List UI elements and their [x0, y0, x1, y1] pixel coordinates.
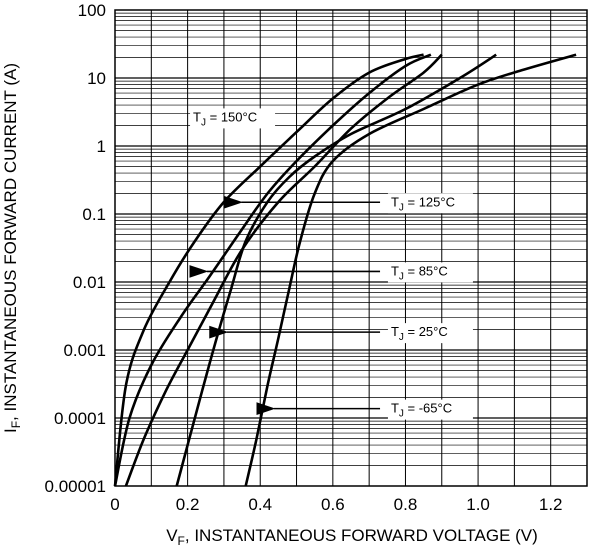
- y-tick-label: 1: [97, 137, 106, 156]
- annotation-label-main: T: [391, 324, 399, 339]
- annotation-tj25: TJ = 25°C: [209, 323, 473, 344]
- annotation-bg: [387, 193, 473, 214]
- x-axis-title-main: V: [166, 526, 178, 545]
- plot-frame: [114, 9, 588, 487]
- y-tick-label: 0.01: [73, 273, 106, 292]
- x-tick-label: 0.6: [321, 495, 345, 514]
- tick-labels: 0 0.2 0.4 0.6 0.8 1.0 1.2 0.00001 0.0001 0.001 0.0…: [45, 1, 563, 514]
- series-line-tj-65: [244, 53, 577, 487]
- annotation-label-sub: J: [201, 117, 206, 128]
- y-axis-title-sub: F: [9, 421, 23, 428]
- y-axis-title-rest: , INSTANTANEOUS FORWARD CURRENT (A): [1, 63, 20, 421]
- x-tick-label: 0: [110, 495, 119, 514]
- series-line-tj150: [113, 53, 424, 487]
- annotation-label: TJ = 85°C: [391, 263, 448, 282]
- annotation-label-main: T: [391, 194, 399, 209]
- annotation-tj125: TJ = 125°C: [223, 193, 473, 214]
- annotation-bg: [387, 262, 473, 283]
- annotation-label: TJ = 125°C: [391, 194, 455, 213]
- series-line-tj125: [113, 53, 432, 487]
- annotation-tj85: TJ = 85°C: [189, 262, 473, 283]
- annotation-label-sub: J: [399, 202, 404, 213]
- annotation-tj-65: TJ = -65°C: [256, 399, 473, 420]
- annotation-label: TJ = 25°C: [391, 324, 448, 343]
- x-tick-label: 1.0: [466, 495, 490, 514]
- annotation-label-rest: = 85°C: [404, 263, 448, 278]
- x-axis-title: VF, INSTANTANEOUS FORWARD VOLTAGE (V): [166, 526, 538, 548]
- annotation-label-rest: = 150°C: [206, 109, 257, 124]
- y-axis-title-main: I: [1, 428, 20, 433]
- grid: [115, 10, 587, 486]
- y-tick-label: 0.001: [63, 341, 106, 360]
- annotation-label-rest: = 125°C: [404, 194, 455, 209]
- y-tick-label: 100: [78, 1, 106, 20]
- x-axis-title-sub: F: [178, 534, 185, 548]
- annotation-label-main: T: [391, 401, 399, 416]
- x-tick-label: 0.4: [248, 495, 272, 514]
- annotation-bg: [190, 108, 276, 129]
- annotation-label-main: T: [193, 109, 201, 124]
- y-axis-title: IF, INSTANTANEOUS FORWARD CURRENT (A): [1, 63, 23, 433]
- x-tick-label: 1.2: [539, 495, 563, 514]
- annotation-bg: [387, 399, 473, 420]
- annotation-label-sub: J: [399, 409, 404, 420]
- annotation-label-sub: J: [399, 271, 404, 282]
- annotations: TJ = 150°CTJ = 125°CTJ = 85°CTJ = 25°CTJ…: [189, 108, 473, 420]
- x-tick-label: 0.2: [176, 495, 200, 514]
- y-tick-label: 0.00001: [45, 477, 106, 496]
- annotation-label: TJ = -65°C: [391, 401, 452, 420]
- y-tick-label: 0.0001: [54, 409, 106, 428]
- x-axis-title-rest: , INSTANTANEOUS FORWARD VOLTAGE (V): [185, 526, 538, 545]
- annotation-label: TJ = 150°C: [193, 109, 257, 128]
- annotation-tj150: TJ = 150°C: [190, 108, 276, 129]
- annotation-label-sub: J: [399, 332, 404, 343]
- annotation-label-rest: = -65°C: [404, 401, 452, 416]
- annotation-label-rest: = 25°C: [404, 324, 448, 339]
- series-line-tj85: [124, 53, 443, 487]
- y-tick-label: 0.1: [82, 205, 106, 224]
- y-tick-label: 10: [87, 69, 106, 88]
- annotation-bg: [387, 323, 473, 344]
- annotation-label-main: T: [391, 263, 399, 278]
- x-tick-label: 0.8: [394, 495, 418, 514]
